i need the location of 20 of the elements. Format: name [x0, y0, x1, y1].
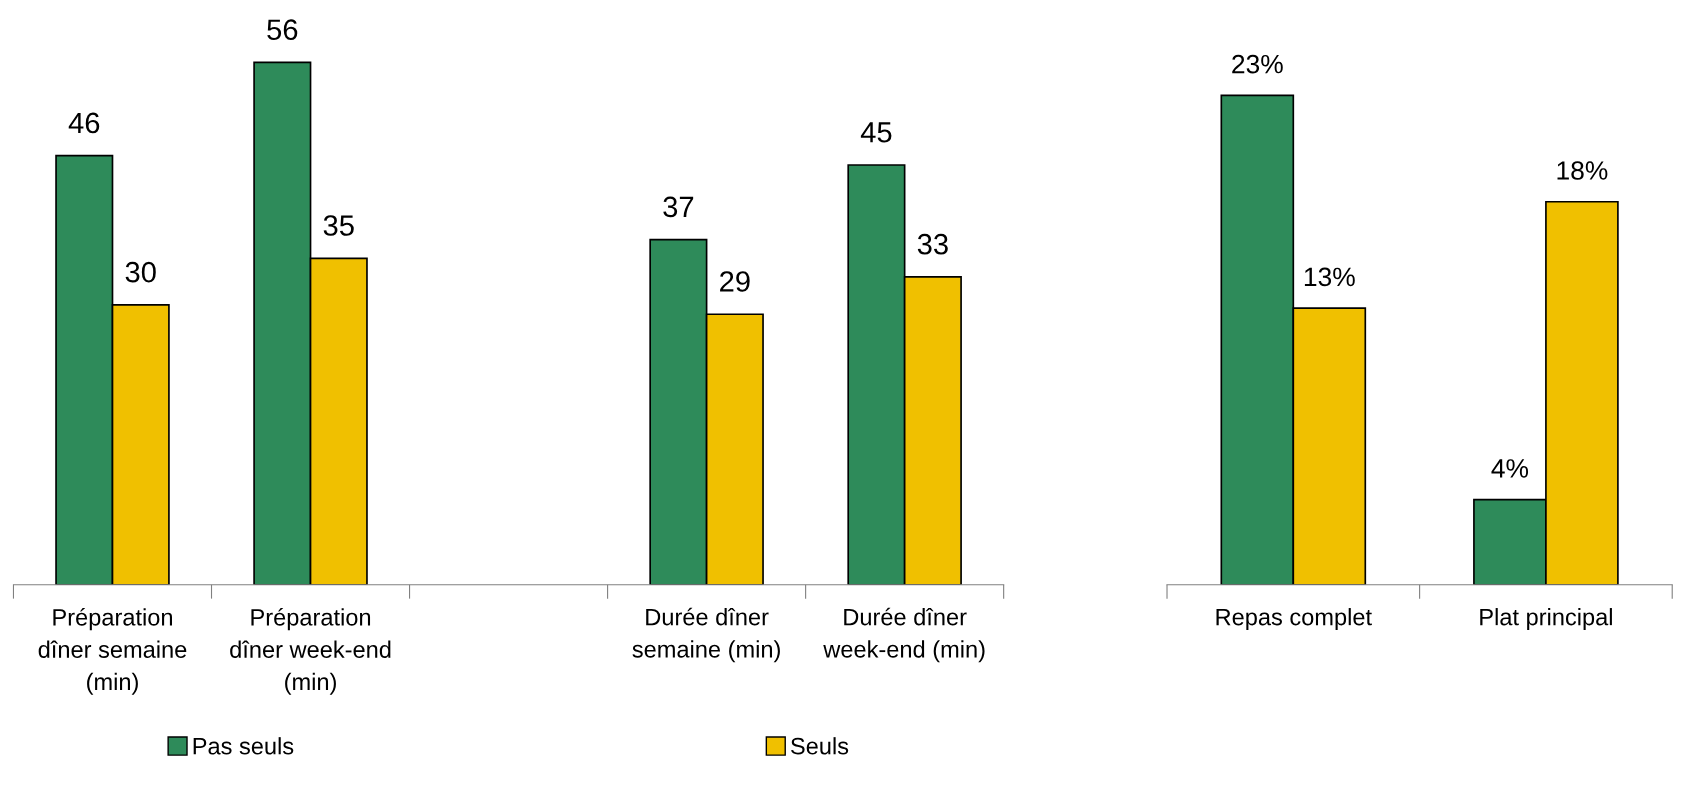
data-label: 23%	[1232, 54, 1283, 74]
data-label: 13%	[1304, 267, 1355, 287]
legend-label: Pas seuls	[193, 737, 294, 755]
data-label: 56	[267, 19, 298, 40]
data-label: 33	[917, 233, 948, 255]
x-tick-label: Durée dîner semaine (min)	[632, 607, 780, 663]
data-label: 29	[720, 271, 750, 292]
legend-label: Seuls	[791, 737, 849, 755]
data-label: 4%	[1491, 459, 1529, 478]
x-tick-label: Plat principal	[1480, 608, 1612, 631]
data-label: 35	[323, 215, 354, 236]
x-tick-label: Durée dîner week-end (min)	[823, 607, 985, 663]
data-label: 18%	[1557, 161, 1608, 180]
x-tick-label: Repas complet	[1216, 608, 1372, 631]
x-tick-label: Préparation dîner semaine (min)	[38, 608, 187, 695]
x-tick-label: Préparation dîner week-end (min)	[230, 608, 391, 695]
data-label: 37	[663, 196, 694, 218]
data-label: 30	[125, 261, 156, 283]
data-label: 46	[68, 112, 100, 134]
data-label: 45	[860, 122, 892, 143]
